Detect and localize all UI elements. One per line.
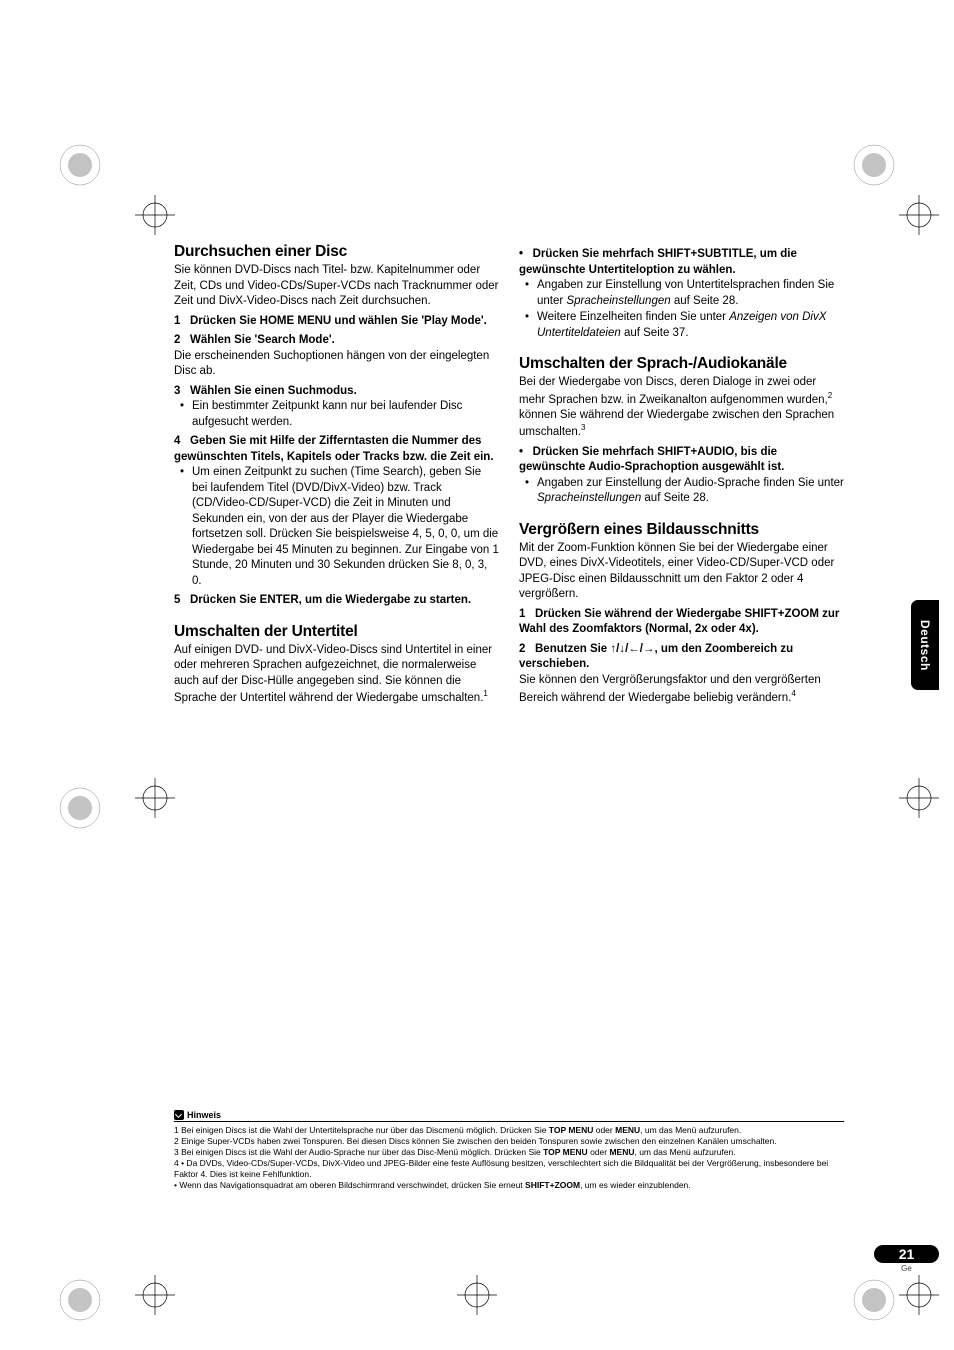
step-2-text: Wählen Sie 'Search Mode'. <box>190 334 335 346</box>
untertitel-text: Auf einigen DVD- und DivX-Video-Discs si… <box>174 643 499 707</box>
crop-mark <box>899 1275 939 1315</box>
intro-text: Sie können DVD-Discs nach Titel- bzw. Ka… <box>174 263 499 310</box>
zoom-step-1: 1Drücken Sie während der Wiedergabe SHIF… <box>519 607 844 638</box>
step-5-text: Drücken Sie ENTER, um die Wiedergabe zu … <box>190 594 471 606</box>
subtitle-li2: Weitere Einzelheiten finden Sie unter An… <box>537 310 844 341</box>
crop-mark <box>899 195 939 235</box>
zoom-text: Mit der Zoom-Funktion können Sie bei der… <box>519 541 844 603</box>
page-lang-code: Ge <box>874 1264 939 1273</box>
step-3: 3Wählen Sie einen Suchmodus. <box>174 384 499 400</box>
page-number: 21 <box>874 1245 939 1263</box>
step-3-text: Wählen Sie einen Suchmodus. <box>190 385 357 397</box>
step-2-note: Die erscheinenden Suchoptionen hängen vo… <box>174 349 499 380</box>
step-4: 4Geben Sie mit Hilfe der Zifferntasten d… <box>174 434 499 465</box>
footnote-3: 3 Bei einigen Discs ist die Wahl der Aud… <box>174 1147 844 1158</box>
note-icon <box>174 1110 184 1120</box>
hinweis-label: Hinweis <box>187 1110 221 1120</box>
crop-mark <box>50 135 110 195</box>
footnotes: Hinweis 1 Bei einigen Discs ist die Wahl… <box>174 1110 844 1191</box>
language-label: Deutsch <box>918 620 932 671</box>
audio-li1: Angaben zur Einstellung der Audio-Sprach… <box>537 476 844 507</box>
audio-text: Bei der Wiedergabe von Discs, deren Dial… <box>519 375 844 441</box>
step-5: 5Drücken Sie ENTER, um die Wiedergabe zu… <box>174 593 499 609</box>
crop-mark <box>135 778 175 818</box>
bullet-audio: • Drücken Sie mehrfach SHIFT+AUDIO, bis … <box>519 445 844 476</box>
heading-audio: Umschalten der Sprach-/Audiokanäle <box>519 355 844 373</box>
heading-durchsuchen: Durchsuchen einer Disc <box>174 243 499 261</box>
zoom-step-2: 2Benutzen Sie ↑/↓/←/→, um den Zoombereic… <box>519 642 844 673</box>
footnote-2: 2 Einige Super-VCDs haben zwei Tonspuren… <box>174 1136 844 1147</box>
crop-mark <box>844 135 904 195</box>
right-column: • Drücken Sie mehrfach SHIFT+SUBTITLE, u… <box>519 243 844 710</box>
page-number-badge: 21 Ge <box>874 1245 939 1273</box>
footnote-1: 1 Bei einigen Discs ist die Wahl der Unt… <box>174 1125 844 1136</box>
subtitle-li1: Angaben zur Einstellung von Untertitelsp… <box>537 278 844 309</box>
step-4-bullet: Um einen Zeitpunkt zu suchen (Time Searc… <box>192 465 499 589</box>
step-1: 1Drücken Sie HOME MENU und wählen Sie 'P… <box>174 314 499 330</box>
crop-mark <box>899 778 939 818</box>
crop-mark <box>844 1270 904 1330</box>
step-4-text: Geben Sie mit Hilfe der Zifferntasten di… <box>174 435 494 463</box>
footnote-4: 4 • Da DVDs, Video-CDs/Super-VCDs, DivX-… <box>174 1158 844 1180</box>
arrow-icons: ↑/↓/←/→ <box>610 643 654 655</box>
crop-mark <box>135 195 175 235</box>
left-column: Durchsuchen einer Disc Sie können DVD-Di… <box>174 243 499 710</box>
bullet-subtitle: • Drücken Sie mehrfach SHIFT+SUBTITLE, u… <box>519 247 844 278</box>
heading-untertitel: Umschalten der Untertitel <box>174 623 499 641</box>
hinweis-header: Hinweis <box>174 1110 844 1122</box>
step-2: 2Wählen Sie 'Search Mode'. <box>174 333 499 349</box>
crop-mark <box>457 1275 497 1315</box>
crop-mark <box>135 1275 175 1315</box>
language-tab: Deutsch <box>911 600 939 690</box>
page-content: Durchsuchen einer Disc Sie können DVD-Di… <box>174 243 844 710</box>
footnote-4b: • Wenn das Navigationsquadrat am oberen … <box>174 1180 844 1191</box>
crop-mark <box>50 1270 110 1330</box>
step-3-bullet: Ein bestimmter Zeitpunkt kann nur bei la… <box>192 399 499 430</box>
zoom-note: Sie können den Vergrößerungsfaktor und d… <box>519 673 844 706</box>
step-1-text: Drücken Sie HOME MENU und wählen Sie 'Pl… <box>190 315 487 327</box>
crop-mark <box>50 778 110 838</box>
heading-zoom: Vergrößern eines Bildausschnitts <box>519 521 844 539</box>
